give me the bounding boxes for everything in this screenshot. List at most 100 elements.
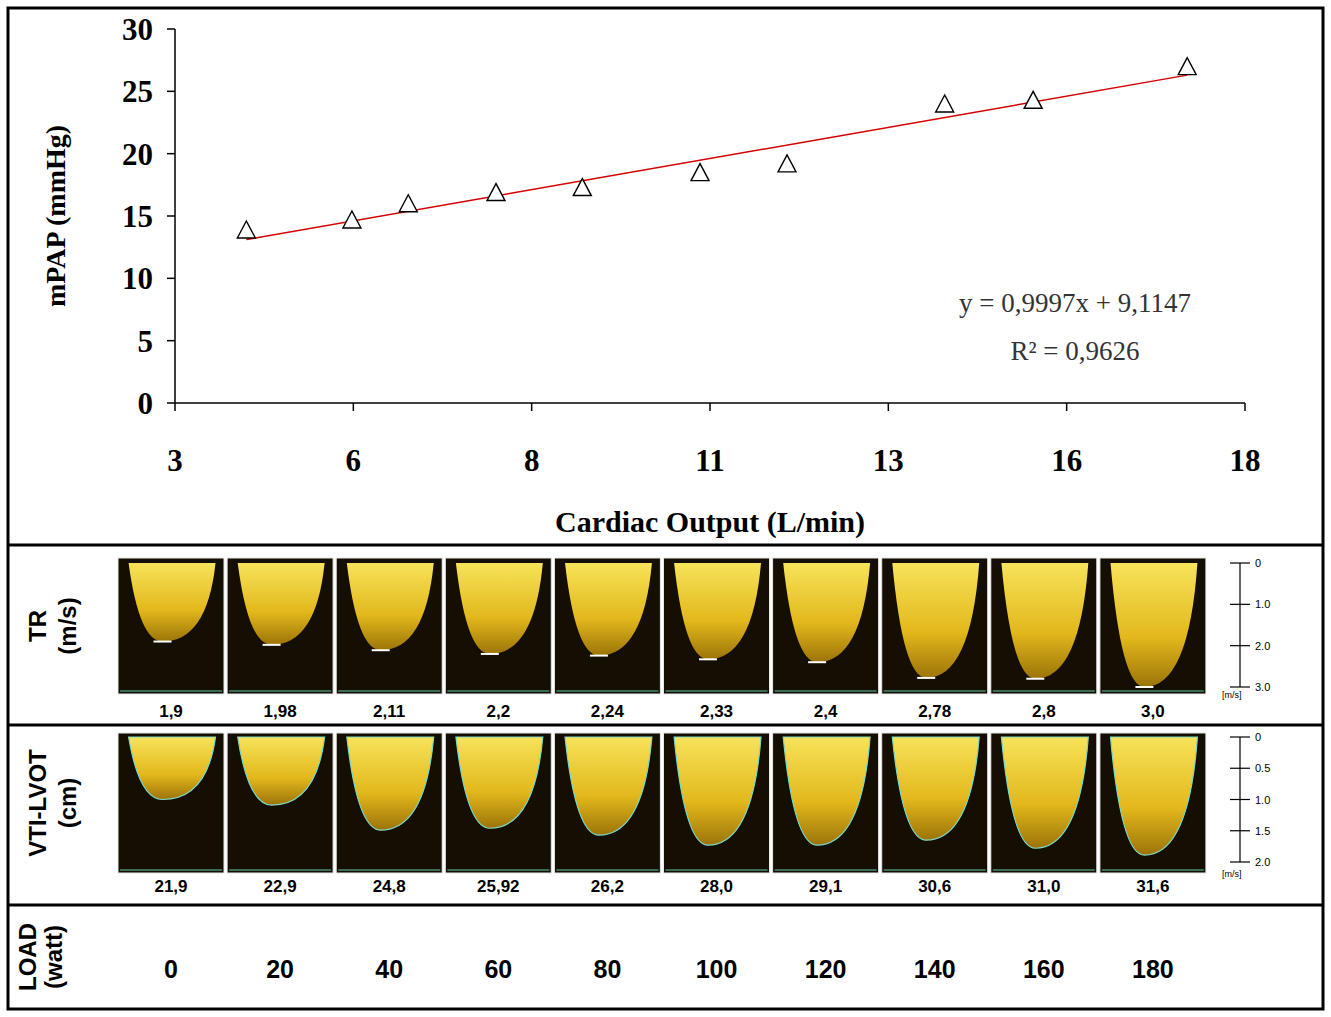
- echo-panel: [664, 733, 770, 873]
- point: [691, 164, 709, 181]
- ecg-trace: [338, 870, 440, 871]
- ecg-trace: [447, 691, 549, 692]
- echo-panel: [336, 558, 442, 694]
- row-label-line: TR: [24, 610, 51, 642]
- ecg-trace: [229, 691, 331, 692]
- y-tick-label: 20: [122, 137, 153, 172]
- doppler-envelope: [456, 563, 543, 654]
- echo-panel: [445, 558, 551, 694]
- trendline: [246, 75, 1187, 239]
- ecg-trace: [1102, 691, 1204, 692]
- peak-marker: [263, 644, 281, 646]
- echo-panel: [118, 558, 224, 694]
- scale-tick-label: 3.0: [1255, 681, 1270, 693]
- ecg-trace: [229, 870, 331, 871]
- value-label: 2,2: [486, 702, 510, 721]
- plot-area: [237, 58, 1196, 240]
- point: [573, 179, 591, 196]
- peak-marker: [372, 649, 390, 651]
- scale-tick: [1230, 768, 1250, 769]
- row-label-line: (m/s): [54, 597, 81, 654]
- doppler-envelope: [892, 737, 979, 840]
- load-value: 80: [593, 955, 621, 983]
- echo-panel: [1100, 558, 1206, 694]
- scale-tick-label: 0: [1255, 731, 1261, 743]
- value-label: 2,33: [700, 702, 733, 721]
- echo-panel: [773, 733, 879, 873]
- load-value: 100: [696, 955, 738, 983]
- echo-panel: [1100, 733, 1206, 873]
- y-tick: [167, 278, 175, 280]
- value-label: 3,0: [1141, 702, 1165, 721]
- scale-tick: [1230, 686, 1250, 687]
- row-label-line: VTI-LVOT: [24, 749, 51, 857]
- scale-tick: [1230, 645, 1250, 646]
- doppler-envelope: [674, 737, 761, 845]
- x-tick-label: 8: [524, 443, 540, 478]
- echo-panel: [554, 558, 660, 694]
- peak-marker: [590, 655, 608, 657]
- doppler-envelope: [1111, 737, 1198, 855]
- doppler-envelope: [1001, 737, 1088, 848]
- r-squared: R² = 0,9626: [1010, 336, 1139, 366]
- scale-tick-label: 1.5: [1255, 825, 1270, 837]
- doppler-envelope: [674, 563, 761, 659]
- scale-unit: [m/s]: [1222, 690, 1242, 700]
- y-tick: [167, 215, 175, 217]
- x-tick-label: 6: [346, 443, 362, 478]
- outer-frame: [8, 8, 1323, 1009]
- echo-panel: [118, 733, 224, 873]
- value-label: 21,9: [154, 877, 187, 896]
- row-label: TR(m/s): [24, 597, 81, 654]
- load-value: 40: [375, 955, 403, 983]
- ecg-trace: [556, 870, 658, 871]
- echo-panel: [227, 558, 333, 694]
- y-axis-title: mPAP (mmHg): [40, 125, 71, 307]
- row-label: VTI-LVOT(cm): [24, 749, 81, 857]
- point: [487, 184, 505, 201]
- doppler-envelope: [456, 737, 543, 828]
- x-tick-label: 18: [1230, 443, 1261, 478]
- echo-panel: [882, 733, 988, 873]
- x-axis-title: Cardiac Output (L/min): [555, 505, 865, 539]
- x-tick-label: 3: [167, 443, 183, 478]
- echo-panel: [336, 733, 442, 873]
- ecg-trace: [993, 691, 1095, 692]
- row-divider: [8, 904, 1323, 907]
- figure: 05101520253036811131618mPAP (mmHg)Cardia…: [0, 0, 1331, 1017]
- point: [237, 221, 255, 238]
- row-label-line: LOAD: [14, 923, 41, 991]
- x-tick: [531, 403, 533, 411]
- y-tick: [167, 340, 175, 342]
- echo-panel: [991, 558, 1097, 694]
- ecg-trace: [884, 691, 986, 692]
- y-tick: [167, 91, 175, 93]
- row-divider: [8, 544, 1323, 547]
- doppler-envelope: [129, 563, 216, 642]
- value-label: 25,92: [477, 877, 520, 896]
- ecg-trace: [884, 870, 986, 871]
- row-label: LOAD(watt): [14, 923, 67, 991]
- y-tick: [167, 28, 175, 30]
- load-value: 180: [1132, 955, 1174, 983]
- point: [343, 211, 361, 228]
- y-tick-label: 5: [138, 324, 154, 359]
- value-label: 31,6: [1136, 877, 1169, 896]
- value-label: 1,98: [264, 702, 297, 721]
- doppler-envelope: [783, 563, 870, 662]
- x-tick: [709, 403, 711, 411]
- doppler-envelope: [892, 563, 979, 678]
- echo-panel: [664, 558, 770, 694]
- scale-tick: [1230, 604, 1250, 605]
- ecg-trace: [775, 691, 877, 692]
- load-value: 160: [1023, 955, 1065, 983]
- y-tick-label: 15: [122, 199, 153, 234]
- scale-axis: [1239, 563, 1240, 687]
- echo-panel: [445, 733, 551, 873]
- point: [936, 95, 954, 112]
- load-value: 120: [805, 955, 847, 983]
- value-label: 29,1: [809, 877, 842, 896]
- value-label: 28,0: [700, 877, 733, 896]
- peak-marker: [1026, 678, 1044, 680]
- peak-marker: [808, 661, 826, 663]
